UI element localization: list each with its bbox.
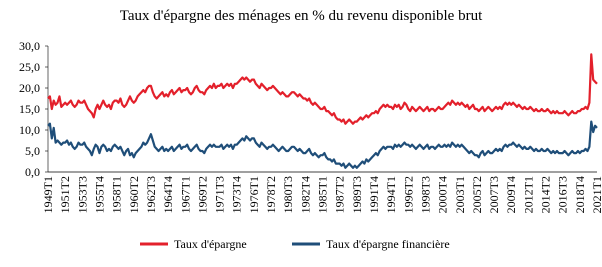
x-tick-label: 1958T1	[110, 176, 124, 213]
x-tick-label: 1973T4	[230, 176, 244, 213]
x-tick-label: 2016T3	[556, 176, 570, 213]
x-tick-label: 1967T1	[178, 176, 192, 213]
x-tick-label: 1971T3	[213, 176, 227, 213]
legend-label: Taux d'épargne financière	[326, 237, 450, 251]
x-tick-label: 2000T4	[436, 176, 450, 213]
y-tick-label: 0,0	[25, 165, 40, 179]
x-tick-label: 2003T1	[453, 176, 467, 213]
x-tick-label: 1991T4	[367, 176, 381, 213]
x-tick-label: 1998T3	[418, 176, 432, 213]
series-line	[47, 120, 598, 169]
y-tick-label: 15,0	[19, 102, 40, 116]
x-tick-label: 1980T3	[281, 176, 295, 213]
x-tick-label: 1955T4	[92, 176, 106, 213]
x-tick-label: 2018T4	[573, 176, 587, 213]
x-tick-label: 1960T2	[127, 176, 141, 213]
x-tick-label: 1969T2	[195, 176, 209, 213]
x-tick-label: 1985T1	[316, 176, 330, 213]
x-tick-label: 2012T1	[521, 176, 535, 213]
x-tick-label: 1987T2	[333, 176, 347, 213]
y-tick-label: 30,0	[19, 39, 40, 53]
x-tick-label: 2021T1	[590, 176, 602, 213]
y-tick-label: 25,0	[19, 60, 40, 74]
y-tick-label: 20,0	[19, 81, 40, 95]
x-tick-label: 1978T2	[264, 176, 278, 213]
x-tick-label: 1951T2	[58, 176, 72, 213]
x-tick-label: 1994T1	[384, 176, 398, 213]
x-tick-label: 1949T1	[41, 176, 55, 213]
x-tick-label: 2009T4	[504, 176, 518, 213]
x-tick-label: 1953T3	[75, 176, 89, 213]
x-tick-label: 1996T2	[401, 176, 415, 213]
x-tick-label: 1962T3	[144, 176, 158, 213]
x-tick-label: 1964T4	[161, 176, 175, 213]
x-tick-label: 2005T2	[470, 176, 484, 213]
y-tick-label: 5,0	[25, 144, 40, 158]
x-tick-label: 1976T1	[247, 176, 261, 213]
chart-title: Taux d'épargne des ménages en % du reven…	[120, 8, 483, 24]
x-tick-label: 1989T3	[350, 176, 364, 213]
x-tick-label: 2014T2	[539, 176, 553, 213]
x-tick-label: 2007T3	[487, 176, 501, 213]
x-tick-label: 1982T4	[298, 176, 312, 213]
legend-label: Taux d'épargne	[174, 237, 247, 251]
series-line	[47, 53, 598, 125]
y-tick-label: 10,0	[19, 123, 40, 137]
